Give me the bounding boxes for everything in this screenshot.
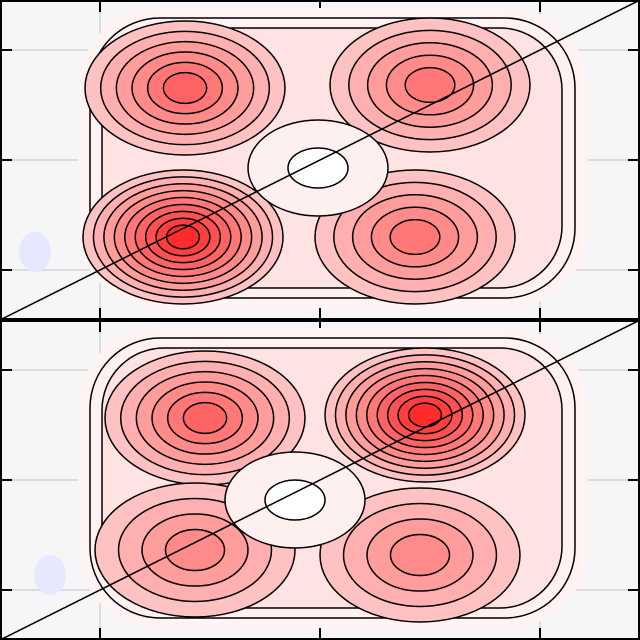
contour-level	[404, 66, 456, 104]
contour-level	[182, 401, 228, 435]
diagonal-line	[0, 0, 640, 321]
panel-frame	[0, 0, 640, 320]
diagonal-line	[0, 319, 640, 640]
contour-level	[264, 479, 326, 521]
negative-region	[34, 555, 66, 595]
contour-level	[407, 402, 443, 428]
contour-level	[389, 533, 451, 577]
contour-level	[389, 218, 441, 256]
panel-frame	[0, 320, 640, 640]
contour-level	[287, 147, 349, 189]
contour-level	[162, 71, 208, 105]
negative-region	[19, 232, 51, 272]
panel	[0, 0, 640, 321]
panel	[0, 319, 640, 640]
contour-level	[164, 528, 226, 572]
